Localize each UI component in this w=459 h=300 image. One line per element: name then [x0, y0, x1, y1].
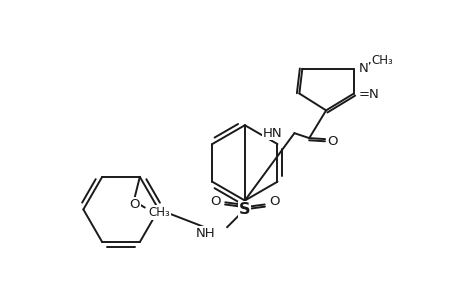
Text: N: N	[358, 62, 368, 75]
Text: CH₃: CH₃	[371, 54, 392, 67]
Text: NH: NH	[195, 227, 215, 240]
Text: O: O	[269, 195, 279, 208]
Text: HN: HN	[262, 127, 282, 140]
Text: O: O	[326, 135, 336, 148]
Text: =N: =N	[358, 88, 379, 101]
Text: O: O	[129, 198, 140, 211]
Text: O: O	[209, 195, 220, 208]
Text: S: S	[239, 202, 250, 217]
Text: CH₃: CH₃	[148, 206, 170, 219]
